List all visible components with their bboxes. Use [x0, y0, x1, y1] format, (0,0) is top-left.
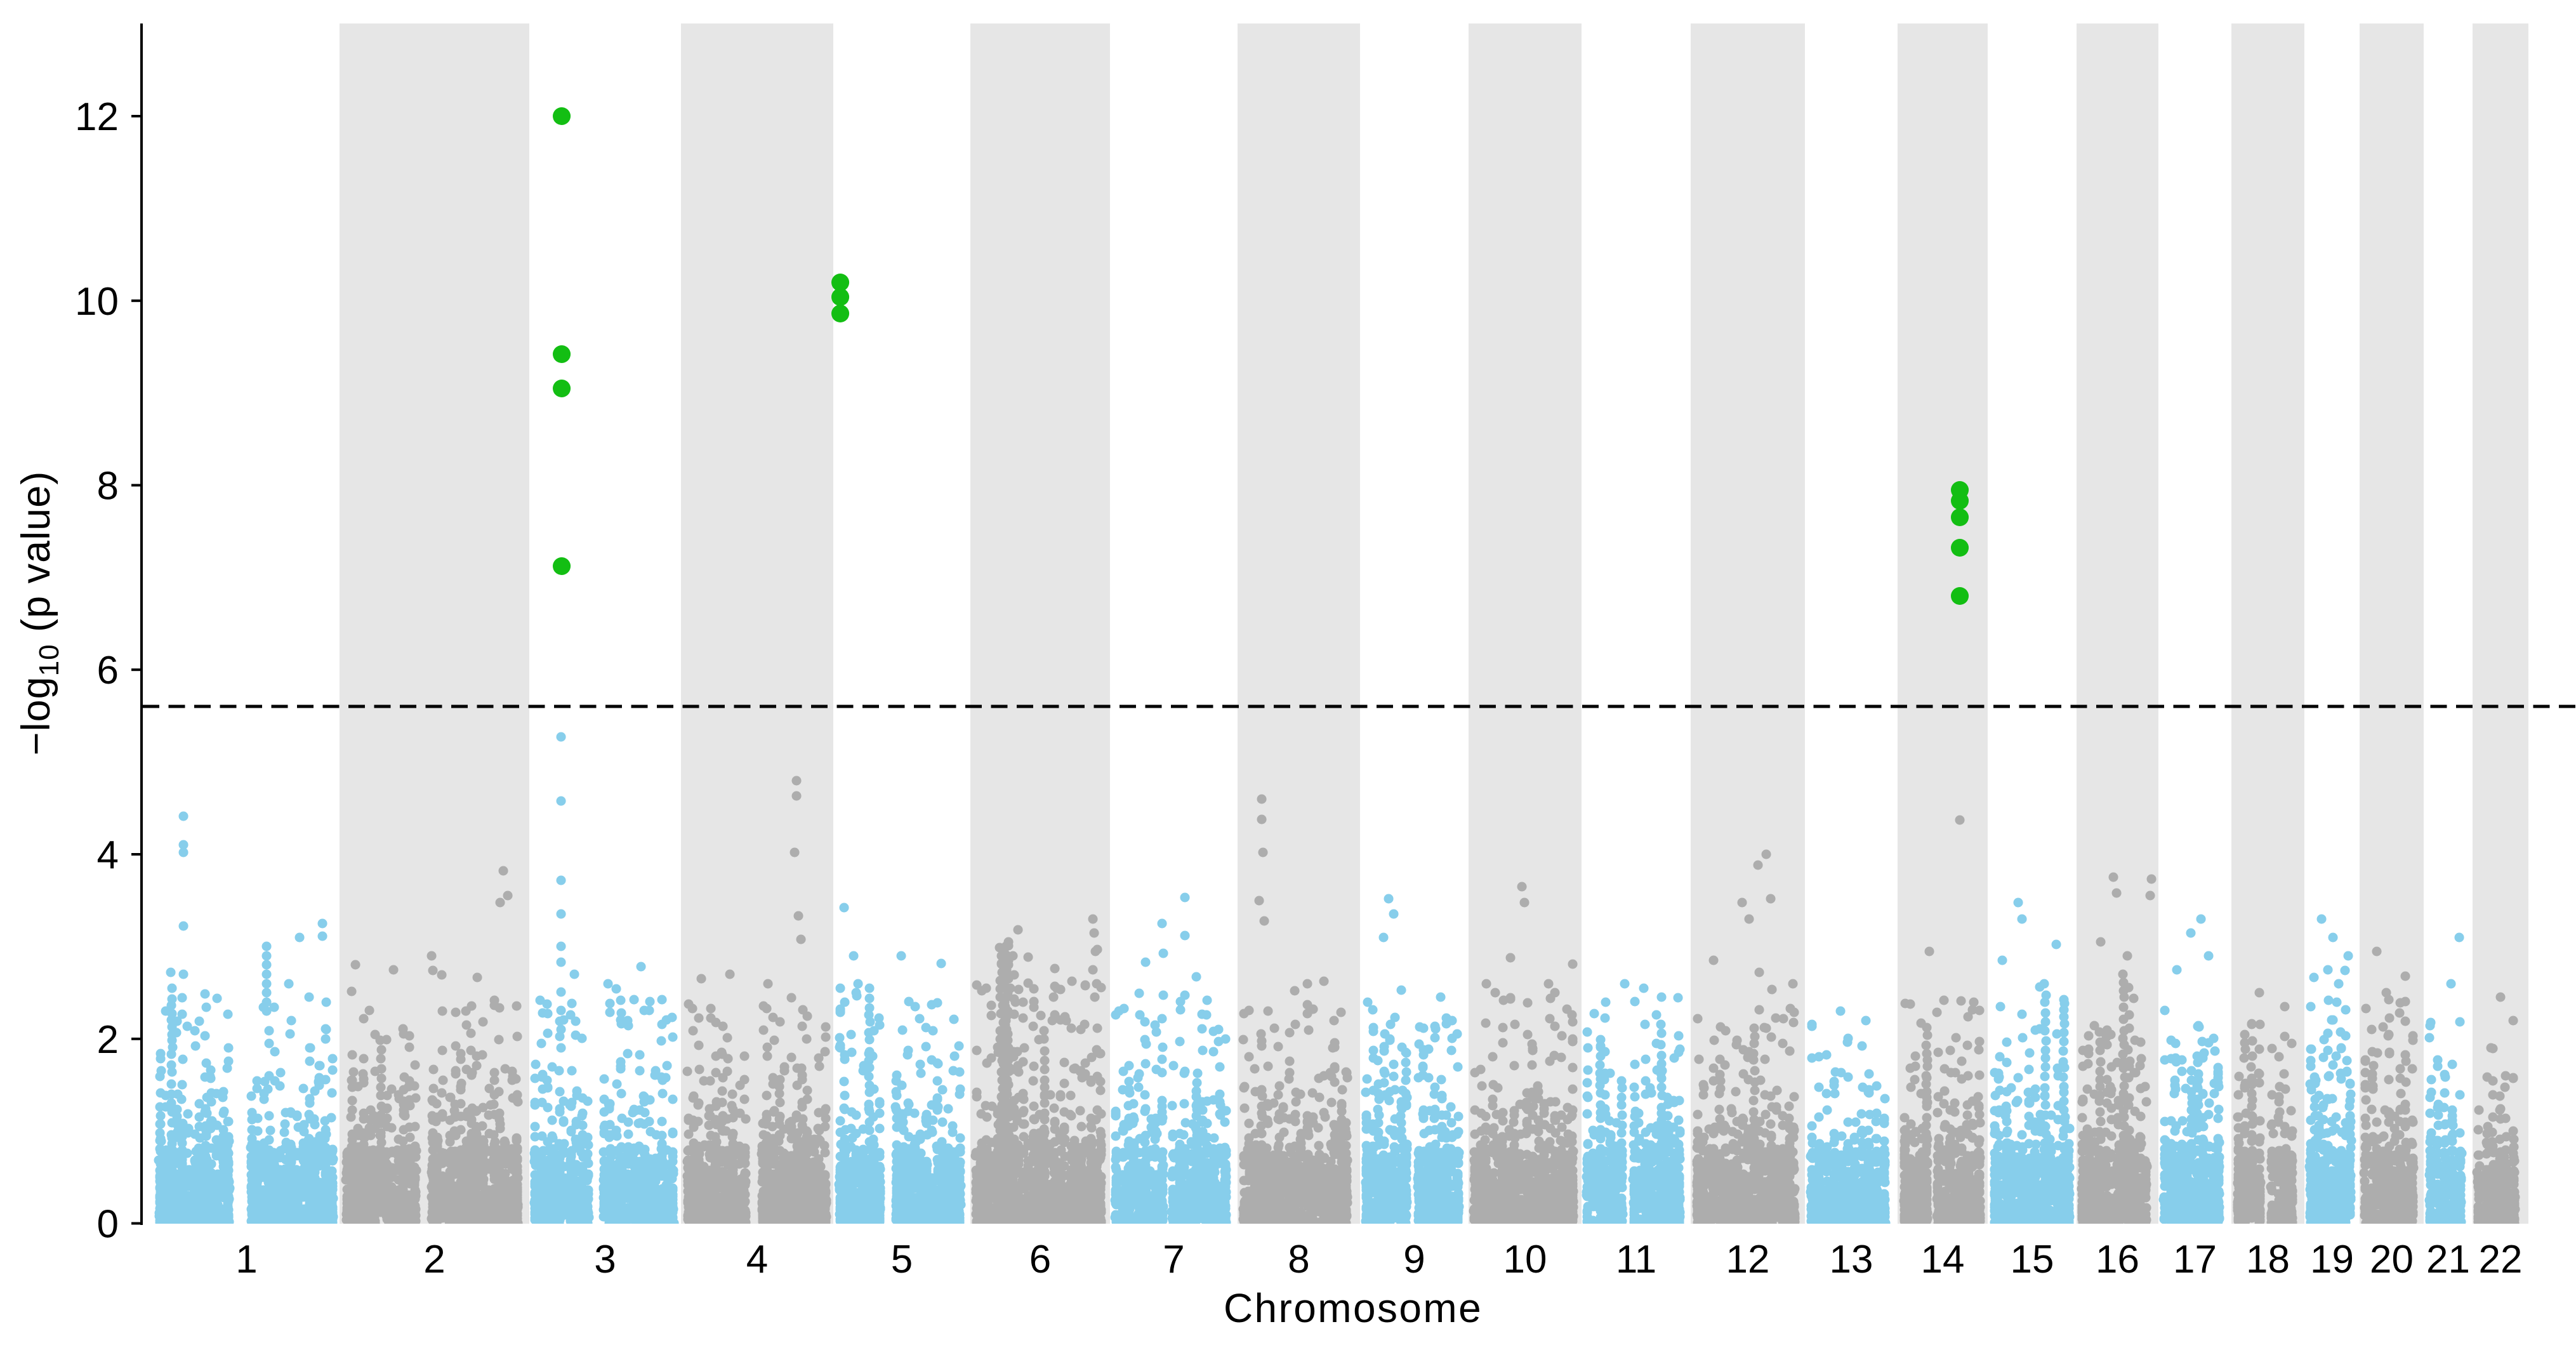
svg-text:−log10 (p value): −log10 (p value) — [14, 471, 65, 755]
svg-text:18: 18 — [2246, 1238, 2290, 1281]
svg-text:5: 5 — [891, 1238, 913, 1281]
svg-text:15: 15 — [2011, 1238, 2054, 1281]
svg-text:14: 14 — [1921, 1238, 1965, 1281]
svg-text:6: 6 — [97, 649, 119, 692]
svg-text:8: 8 — [97, 465, 119, 508]
svg-text:10: 10 — [1503, 1238, 1547, 1281]
svg-text:22: 22 — [2479, 1238, 2523, 1281]
svg-text:17: 17 — [2173, 1238, 2217, 1281]
svg-text:19: 19 — [2310, 1238, 2354, 1281]
svg-text:1: 1 — [235, 1238, 257, 1281]
svg-text:20: 20 — [2370, 1238, 2414, 1281]
svg-text:21: 21 — [2426, 1238, 2470, 1281]
svg-text:7: 7 — [1163, 1238, 1184, 1281]
svg-text:9: 9 — [1403, 1238, 1425, 1281]
svg-text:11: 11 — [1616, 1238, 1656, 1281]
svg-text:8: 8 — [1288, 1238, 1309, 1281]
svg-text:12: 12 — [1726, 1238, 1770, 1281]
svg-text:4: 4 — [746, 1238, 768, 1281]
svg-text:13: 13 — [1830, 1238, 1873, 1281]
svg-text:16: 16 — [2096, 1238, 2139, 1281]
svg-text:10: 10 — [75, 280, 119, 324]
svg-text:2: 2 — [423, 1238, 445, 1281]
svg-text:2: 2 — [97, 1018, 119, 1062]
svg-text:3: 3 — [594, 1238, 616, 1281]
svg-text:4: 4 — [97, 833, 119, 877]
svg-text:Chromosome: Chromosome — [1224, 1285, 1483, 1331]
svg-text:12: 12 — [75, 95, 119, 139]
svg-text:6: 6 — [1029, 1238, 1051, 1281]
svg-text:0: 0 — [97, 1203, 119, 1247]
